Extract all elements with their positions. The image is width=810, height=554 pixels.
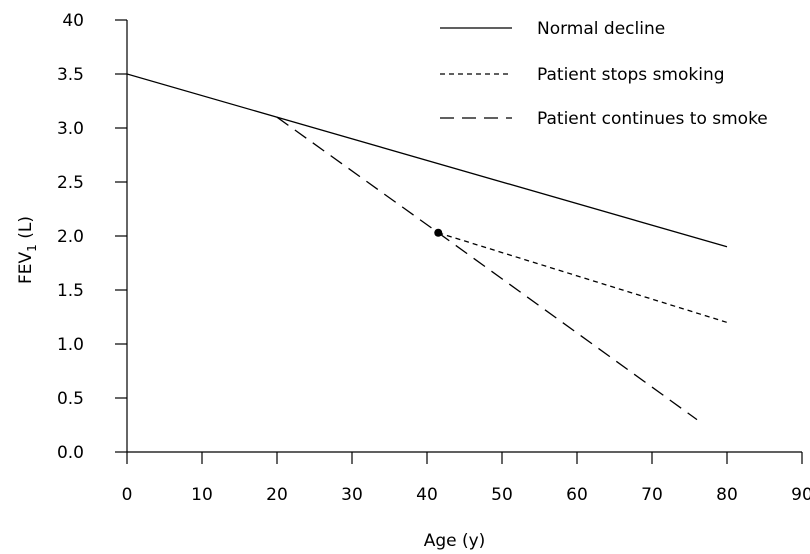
- plot-area: 0 10 20 30 40 50 60 70 80 90 0.0 0.5 1.0 1.5 2.0 2.5 3.0…: [16, 11, 810, 551]
- x-tick-label: 10: [191, 485, 213, 505]
- y-tick-label: 3.0: [57, 119, 84, 139]
- legend-label: Patient continues to smoke: [537, 109, 768, 129]
- y-axis-title: FEV1 (L): [16, 216, 39, 284]
- y-tick-label: 0.5: [57, 389, 84, 409]
- y-tick-label: 40: [62, 11, 84, 31]
- y-tick-label: 1.0: [57, 335, 84, 355]
- data-point-marker: [434, 228, 443, 237]
- y-tick-label: 2.0: [57, 227, 84, 247]
- legend-label: Patient stops smoking: [537, 65, 725, 85]
- x-tick-label: 0: [122, 485, 133, 505]
- y-tick-label: 0.0: [57, 443, 84, 463]
- legend: Normal decline Patient stops smoking Patie…: [440, 19, 768, 129]
- y-tick-label: 1.5: [57, 281, 84, 301]
- x-tick-label: 90: [791, 485, 810, 505]
- y-tick-label: 2.5: [57, 173, 84, 193]
- series-line: [276, 116, 698, 421]
- series-line: [126, 73, 728, 248]
- x-tick-label: 80: [716, 485, 738, 505]
- x-tick-label: 40: [416, 485, 438, 505]
- y-tick-label: 3.5: [57, 65, 84, 85]
- x-tick-label: 30: [341, 485, 363, 505]
- x-tick-label: 50: [491, 485, 513, 505]
- x-axis-title: Age (y): [424, 531, 486, 551]
- x-tick-label: 70: [641, 485, 663, 505]
- series-line: [438, 232, 728, 324]
- legend-label: Normal decline: [537, 19, 665, 39]
- x-tick-label: 20: [266, 485, 288, 505]
- x-tick-label: 60: [566, 485, 588, 505]
